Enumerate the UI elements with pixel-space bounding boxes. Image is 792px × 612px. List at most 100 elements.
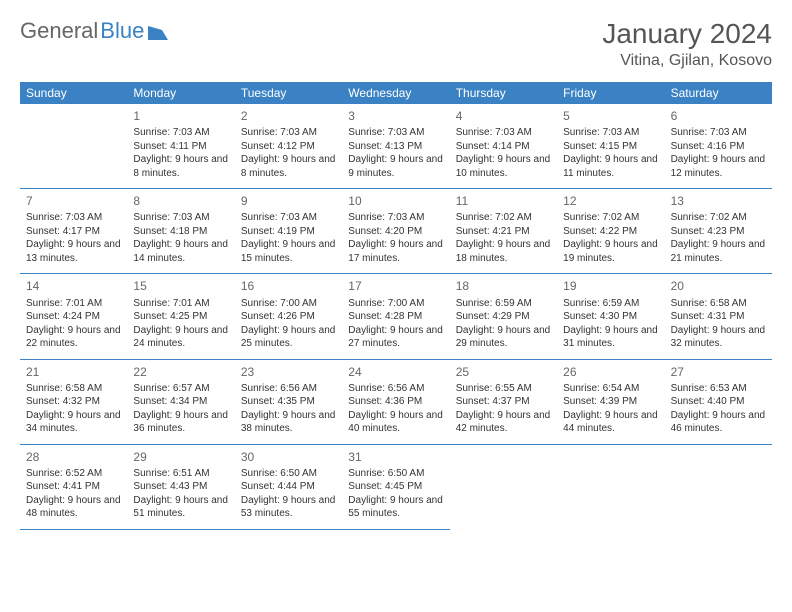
sunrise-line: Sunrise: 7:02 AM	[563, 211, 658, 225]
sunset-line: Sunset: 4:26 PM	[241, 310, 336, 324]
sunrise-line: Sunrise: 7:03 AM	[133, 126, 228, 140]
sunrise-line: Sunrise: 6:51 AM	[133, 467, 228, 481]
daylight-line: Daylight: 9 hours and 51 minutes.	[133, 494, 228, 521]
day-number: 30	[241, 449, 336, 465]
daylight-line: Daylight: 9 hours and 44 minutes.	[563, 409, 658, 436]
sunrise-line: Sunrise: 6:58 AM	[671, 297, 766, 311]
daylight-line: Daylight: 9 hours and 19 minutes.	[563, 238, 658, 265]
day-number: 4	[456, 108, 551, 124]
daylight-line: Daylight: 9 hours and 34 minutes.	[26, 409, 121, 436]
calendar-cell: 1Sunrise: 7:03 AMSunset: 4:11 PMDaylight…	[127, 104, 234, 189]
sunrise-line: Sunrise: 6:59 AM	[563, 297, 658, 311]
sunrise-line: Sunrise: 6:50 AM	[348, 467, 443, 481]
sunset-line: Sunset: 4:11 PM	[133, 140, 228, 154]
sunset-line: Sunset: 4:18 PM	[133, 225, 228, 239]
sunrise-line: Sunrise: 7:03 AM	[671, 126, 766, 140]
day-number: 22	[133, 364, 228, 380]
day-number: 7	[26, 193, 121, 209]
calendar-cell: 16Sunrise: 7:00 AMSunset: 4:26 PMDayligh…	[235, 274, 342, 359]
sunset-line: Sunset: 4:15 PM	[563, 140, 658, 154]
sunrise-line: Sunrise: 7:01 AM	[26, 297, 121, 311]
sunset-line: Sunset: 4:31 PM	[671, 310, 766, 324]
sunset-line: Sunset: 4:29 PM	[456, 310, 551, 324]
daylight-line: Daylight: 9 hours and 36 minutes.	[133, 409, 228, 436]
calendar-cell: 21Sunrise: 6:58 AMSunset: 4:32 PMDayligh…	[20, 360, 127, 445]
daylight-line: Daylight: 9 hours and 40 minutes.	[348, 409, 443, 436]
sunset-line: Sunset: 4:41 PM	[26, 480, 121, 494]
daylight-line: Daylight: 9 hours and 21 minutes.	[671, 238, 766, 265]
calendar-header-row: Sunday Monday Tuesday Wednesday Thursday…	[20, 82, 772, 104]
calendar-cell	[665, 445, 772, 530]
sunset-line: Sunset: 4:25 PM	[133, 310, 228, 324]
header: GeneralBlue January 2024 Vitina, Gjilan,…	[20, 18, 772, 70]
daylight-line: Daylight: 9 hours and 29 minutes.	[456, 324, 551, 351]
sunset-line: Sunset: 4:21 PM	[456, 225, 551, 239]
daylight-line: Daylight: 9 hours and 55 minutes.	[348, 494, 443, 521]
day-number: 3	[348, 108, 443, 124]
calendar-cell: 3Sunrise: 7:03 AMSunset: 4:13 PMDaylight…	[342, 104, 449, 189]
sunset-line: Sunset: 4:13 PM	[348, 140, 443, 154]
sunrise-line: Sunrise: 6:57 AM	[133, 382, 228, 396]
daylight-line: Daylight: 9 hours and 31 minutes.	[563, 324, 658, 351]
logo-sail-icon	[148, 26, 168, 40]
weekday-thu: Thursday	[450, 82, 557, 104]
calendar-cell: 5Sunrise: 7:03 AMSunset: 4:15 PMDaylight…	[557, 104, 664, 189]
sunrise-line: Sunrise: 7:03 AM	[348, 211, 443, 225]
day-number: 13	[671, 193, 766, 209]
sunrise-line: Sunrise: 7:03 AM	[241, 126, 336, 140]
sunset-line: Sunset: 4:14 PM	[456, 140, 551, 154]
calendar-cell	[557, 445, 664, 530]
sunset-line: Sunset: 4:17 PM	[26, 225, 121, 239]
calendar-cell: 19Sunrise: 6:59 AMSunset: 4:30 PMDayligh…	[557, 274, 664, 359]
sunrise-line: Sunrise: 6:52 AM	[26, 467, 121, 481]
daylight-line: Daylight: 9 hours and 42 minutes.	[456, 409, 551, 436]
daylight-line: Daylight: 9 hours and 25 minutes.	[241, 324, 336, 351]
sunrise-line: Sunrise: 7:03 AM	[456, 126, 551, 140]
daylight-line: Daylight: 9 hours and 24 minutes.	[133, 324, 228, 351]
weekday-sat: Saturday	[665, 82, 772, 104]
day-number: 17	[348, 278, 443, 294]
weekday-mon: Monday	[127, 82, 234, 104]
sunrise-line: Sunrise: 7:01 AM	[133, 297, 228, 311]
day-number: 31	[348, 449, 443, 465]
logo-text-blue: Blue	[100, 18, 144, 44]
daylight-line: Daylight: 9 hours and 48 minutes.	[26, 494, 121, 521]
sunset-line: Sunset: 4:20 PM	[348, 225, 443, 239]
day-number: 21	[26, 364, 121, 380]
day-number: 25	[456, 364, 551, 380]
sunrise-line: Sunrise: 7:02 AM	[456, 211, 551, 225]
sunrise-line: Sunrise: 6:54 AM	[563, 382, 658, 396]
weekday-fri: Friday	[557, 82, 664, 104]
calendar-cell: 14Sunrise: 7:01 AMSunset: 4:24 PMDayligh…	[20, 274, 127, 359]
day-number: 27	[671, 364, 766, 380]
weekday-wed: Wednesday	[342, 82, 449, 104]
logo: GeneralBlue	[20, 18, 168, 44]
calendar-cell: 29Sunrise: 6:51 AMSunset: 4:43 PMDayligh…	[127, 445, 234, 530]
calendar-cell: 12Sunrise: 7:02 AMSunset: 4:22 PMDayligh…	[557, 189, 664, 274]
calendar-cell: 6Sunrise: 7:03 AMSunset: 4:16 PMDaylight…	[665, 104, 772, 189]
day-number: 24	[348, 364, 443, 380]
calendar-cell	[20, 104, 127, 189]
day-number: 9	[241, 193, 336, 209]
sunset-line: Sunset: 4:44 PM	[241, 480, 336, 494]
daylight-line: Daylight: 9 hours and 8 minutes.	[241, 153, 336, 180]
calendar-cell: 10Sunrise: 7:03 AMSunset: 4:20 PMDayligh…	[342, 189, 449, 274]
sunset-line: Sunset: 4:24 PM	[26, 310, 121, 324]
sunrise-line: Sunrise: 7:00 AM	[348, 297, 443, 311]
sunset-line: Sunset: 4:40 PM	[671, 395, 766, 409]
sunset-line: Sunset: 4:39 PM	[563, 395, 658, 409]
daylight-line: Daylight: 9 hours and 11 minutes.	[563, 153, 658, 180]
logo-text-general: General	[20, 18, 98, 44]
day-number: 12	[563, 193, 658, 209]
day-number: 11	[456, 193, 551, 209]
day-number: 2	[241, 108, 336, 124]
calendar-cell: 23Sunrise: 6:56 AMSunset: 4:35 PMDayligh…	[235, 360, 342, 445]
sunrise-line: Sunrise: 7:03 AM	[563, 126, 658, 140]
calendar-cell: 20Sunrise: 6:58 AMSunset: 4:31 PMDayligh…	[665, 274, 772, 359]
daylight-line: Daylight: 9 hours and 9 minutes.	[348, 153, 443, 180]
daylight-line: Daylight: 9 hours and 32 minutes.	[671, 324, 766, 351]
day-number: 28	[26, 449, 121, 465]
sunrise-line: Sunrise: 6:53 AM	[671, 382, 766, 396]
sunset-line: Sunset: 4:45 PM	[348, 480, 443, 494]
calendar-cell: 4Sunrise: 7:03 AMSunset: 4:14 PMDaylight…	[450, 104, 557, 189]
